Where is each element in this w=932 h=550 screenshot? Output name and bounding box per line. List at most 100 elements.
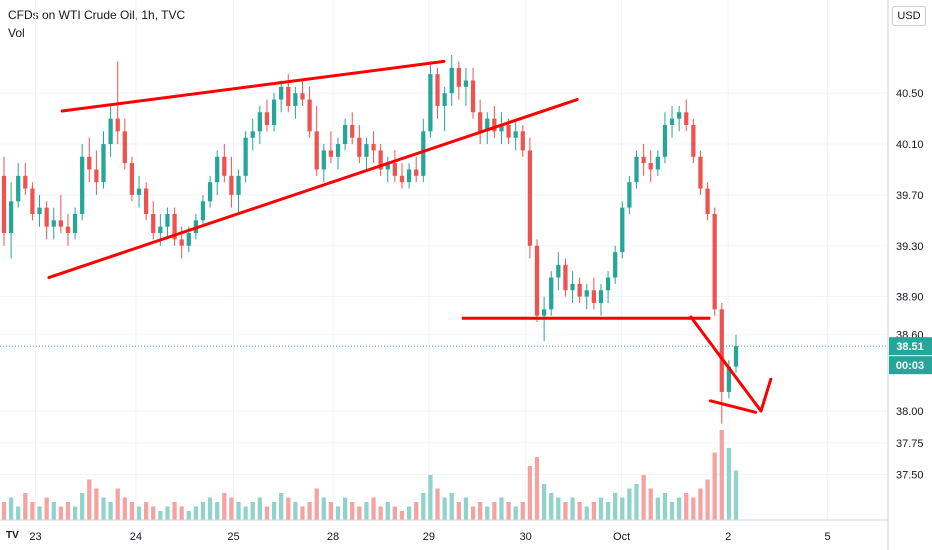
candle-body [335,144,341,157]
candle-body [158,226,163,234]
countdown-badge [889,356,932,375]
volume-bar [527,466,533,520]
volume-bar [158,511,163,520]
volume-bar [485,506,490,520]
candle-body [286,86,291,106]
volume-bar [705,479,710,520]
price-badge-text: 38.51 [896,341,924,353]
y-tick-label: 38.90 [896,292,924,304]
volume-bar [648,488,653,520]
volume-bar [677,497,682,520]
candle-body [1,175,7,234]
candle-body [520,131,525,151]
volume-bar [591,502,596,520]
candle-body [8,201,14,234]
volume-bar [357,506,362,520]
candle-body [129,163,135,195]
currency-button[interactable]: USD [892,6,926,26]
volume-bar [541,484,547,520]
volume-bar [250,502,255,520]
volume-bar [286,497,291,520]
candle-body [669,118,675,125]
candle-body [229,175,234,195]
candle-body [655,156,660,170]
volume-bar [300,506,305,520]
candle-body [691,124,696,157]
candle-body [307,99,312,132]
volume-bar [691,497,696,520]
volume-bar [364,502,369,520]
volume-bar [58,506,63,520]
candle-body [51,220,56,227]
candle-body [385,163,390,170]
candle-body [222,156,227,176]
tradingview-logo: TV [6,530,19,541]
volume-bar [23,493,28,520]
candle-body [662,124,668,157]
volume-bar [435,488,440,520]
volume-bar [556,497,561,520]
projection-path [689,315,773,413]
volume-bar [101,497,106,520]
trendline [60,59,446,113]
chart-title: CFDs on WTI Crude Oil, 1h, TVC [8,8,186,22]
volume-bar [463,497,469,520]
volume-bar [605,502,611,520]
candle-body [577,283,582,297]
volume-bar [733,470,739,520]
volume-bar [165,506,170,520]
x-tick-label: 23 [29,531,41,543]
candle-body [726,366,732,392]
volume-bar [179,506,184,520]
volume-bar [350,502,355,520]
candle-body [215,156,220,183]
candle-body [705,188,710,214]
candle-body [44,207,49,227]
candle-body [144,188,149,214]
candle-body [463,80,469,87]
candle-body [549,277,554,310]
candle-body [200,201,206,221]
volume-label: Vol [8,26,25,40]
candle-body [65,226,71,234]
volume-bar [584,506,589,520]
volume-bar [207,497,213,520]
candle-body [499,124,504,132]
volume-bar [392,506,398,520]
candle-body [733,346,739,367]
candle-body [428,74,433,132]
candle-body [378,150,383,170]
volume-bar [399,511,405,520]
candle-body [357,137,362,157]
candle-body [627,182,632,208]
volume-bar [442,497,447,520]
candle-body [648,163,653,170]
candle-body [136,188,142,195]
volume-bar [16,506,21,520]
candle-body [456,67,461,87]
candle-body [350,124,355,138]
volume-bar [534,457,540,520]
volume-bar [492,502,497,520]
candle-body [406,169,412,183]
volume-bar [136,506,142,520]
trendline [47,98,579,280]
volume-bar [193,506,199,520]
volume-bar [342,497,348,520]
candle-body [101,144,106,183]
volume-bar [598,497,604,520]
volume-bar [144,502,149,520]
volume-bar [634,484,639,520]
candle-body [584,290,589,297]
y-tick-label: 37.50 [896,470,924,482]
candle-body [399,175,405,183]
candle-body [243,137,248,176]
volume-bar [641,475,646,520]
candle-body [87,156,92,170]
candle-body [435,74,440,106]
volume-bar [129,502,135,520]
volume-bar [428,475,433,520]
candle-body [634,156,639,183]
candle-body [492,118,497,132]
